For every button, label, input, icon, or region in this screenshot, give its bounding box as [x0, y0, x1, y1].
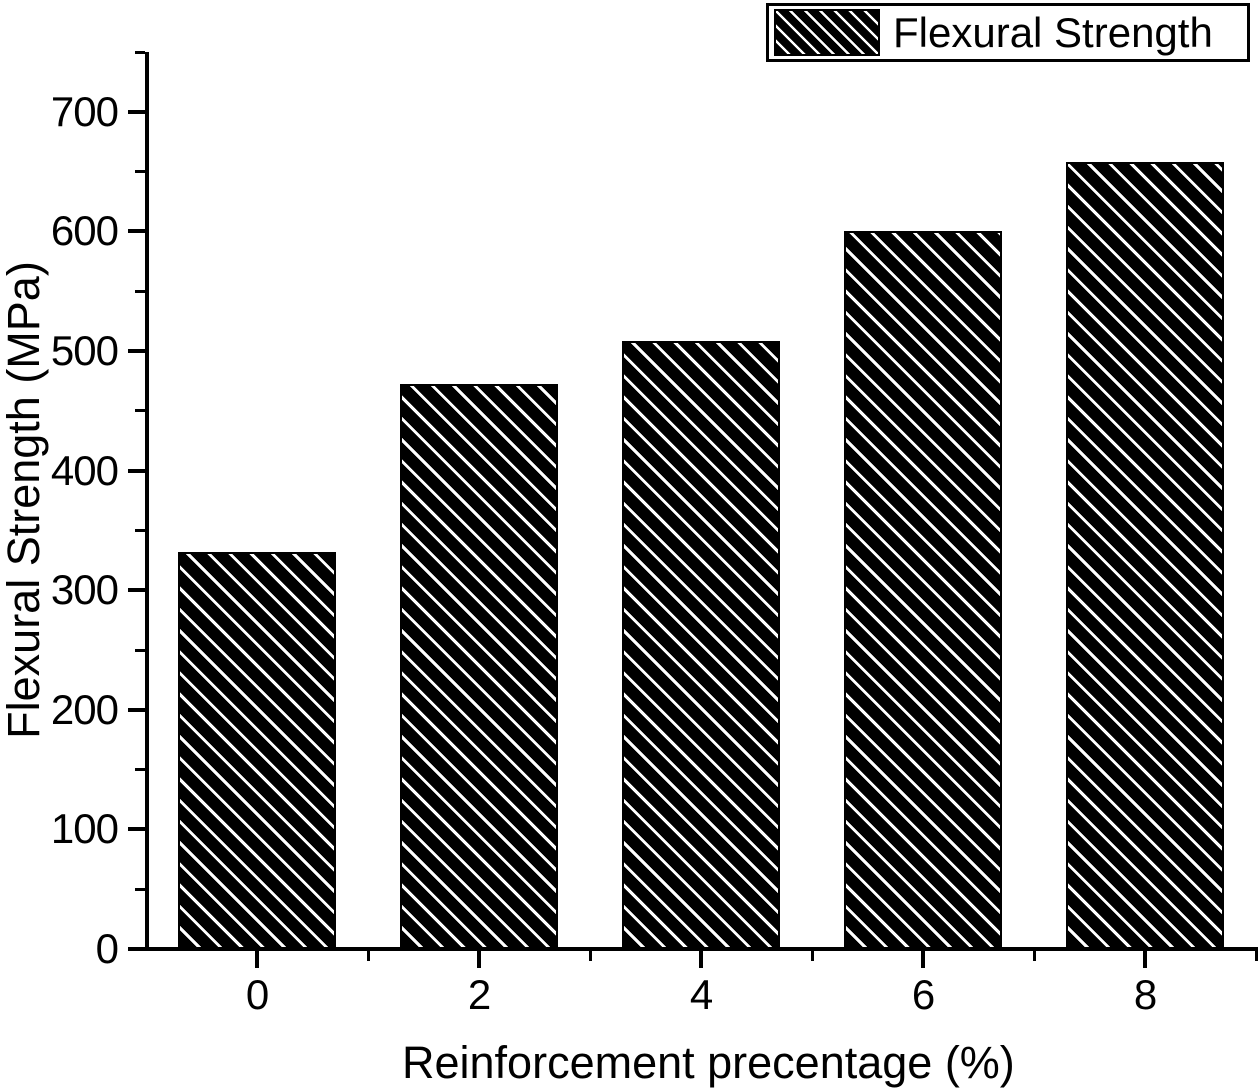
y-minor-tick — [135, 50, 145, 54]
x-major-tick — [1143, 951, 1147, 968]
y-tick-label: 700 — [50, 87, 119, 135]
x-minor-tick — [588, 951, 592, 961]
y-minor-tick — [135, 648, 145, 652]
y-tick-label: 100 — [50, 805, 119, 853]
bar-8 — [1066, 162, 1224, 949]
y-minor-tick — [135, 887, 145, 891]
bar-0 — [178, 551, 336, 949]
x-major-tick — [699, 951, 703, 968]
y-tick-label: 500 — [50, 327, 119, 374]
bar-2 — [400, 384, 558, 949]
bar-4 — [622, 341, 780, 949]
x-major-tick — [255, 951, 259, 968]
y-minor-tick — [135, 768, 145, 772]
x-tick-label: 0 — [245, 971, 269, 1018]
x-minor-tick — [1254, 951, 1258, 961]
x-axis-title: Reinforcement precentage (%) — [402, 1037, 1015, 1088]
y-minor-tick — [135, 170, 145, 174]
y-major-tick — [128, 707, 145, 712]
legend-label: Flexural Strength — [893, 8, 1213, 56]
x-tick-label: 8 — [1133, 971, 1157, 1018]
y-tick-label: 600 — [50, 207, 119, 255]
y-major-tick — [128, 349, 145, 353]
x-major-tick — [477, 951, 481, 968]
y-tick-label: 0 — [95, 925, 119, 972]
y-minor-tick — [135, 289, 145, 293]
x-major-tick — [921, 951, 925, 968]
legend: Flexural Strength — [766, 3, 1250, 62]
y-tick-label: 400 — [50, 446, 119, 494]
y-major-tick — [128, 827, 145, 832]
y-major-tick — [128, 588, 145, 593]
y-major-tick — [128, 468, 145, 473]
x-minor-tick — [810, 951, 814, 961]
y-major-tick — [128, 229, 145, 234]
x-tick-label: 4 — [689, 971, 713, 1018]
x-minor-tick — [366, 951, 370, 961]
y-major-tick — [128, 109, 145, 114]
y-tick-label: 300 — [50, 566, 119, 614]
y-axis-title: Flexural Strength (MPa) — [0, 261, 49, 739]
y-tick-label: 200 — [50, 685, 119, 733]
y-major-tick — [128, 947, 145, 951]
y-minor-tick — [135, 528, 145, 532]
x-tick-label: 6 — [911, 971, 935, 1018]
x-tick-label: 2 — [467, 971, 491, 1018]
bar-6 — [844, 231, 1002, 949]
x-axis-line — [145, 947, 1258, 951]
legend-hatch-swatch-icon — [774, 9, 880, 56]
y-axis-line — [145, 52, 149, 951]
x-minor-tick — [1032, 951, 1036, 961]
y-minor-tick — [135, 409, 145, 413]
